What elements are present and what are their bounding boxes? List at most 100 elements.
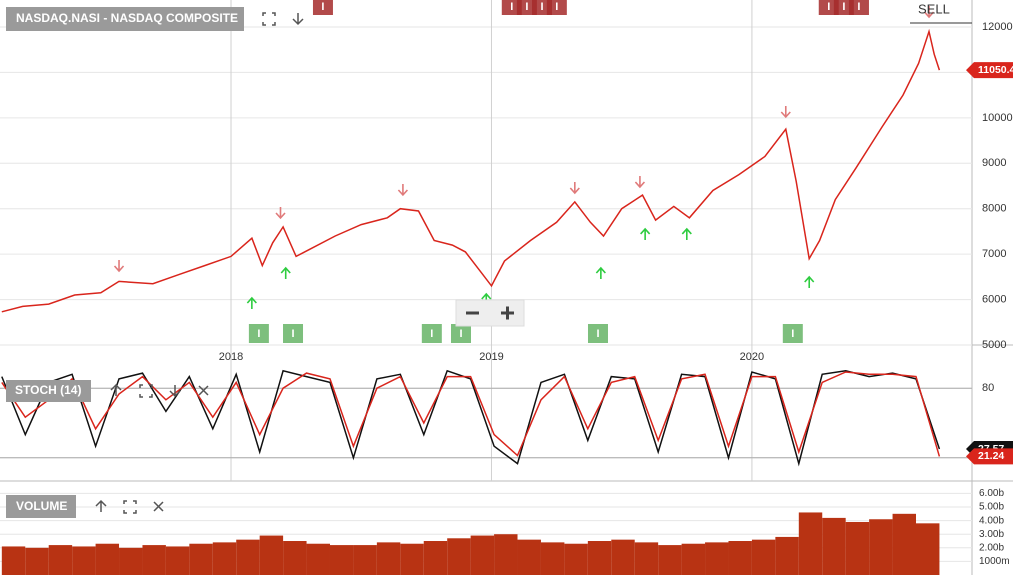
event-label: I bbox=[257, 328, 260, 340]
buy-event bbox=[587, 324, 608, 343]
volume-bar bbox=[306, 543, 330, 575]
fullscreen-icon[interactable] bbox=[123, 500, 137, 514]
volume-bar bbox=[869, 519, 893, 575]
x-tick-label: 2019 bbox=[479, 351, 503, 363]
data-line bbox=[1, 371, 941, 457]
buy-arrow bbox=[681, 227, 692, 240]
sell-event bbox=[848, 0, 869, 15]
volume-bar bbox=[822, 517, 846, 575]
buy-event bbox=[421, 324, 442, 343]
x-tick-label: 2020 bbox=[740, 351, 764, 363]
volume-bar bbox=[728, 541, 752, 575]
volume-bar bbox=[751, 539, 776, 575]
buy-arrow bbox=[595, 266, 606, 279]
sell-event bbox=[312, 0, 333, 15]
volume-bar bbox=[470, 535, 495, 575]
volume-title-box bbox=[6, 495, 76, 518]
volume-bar bbox=[611, 539, 635, 575]
fullscreen-icon[interactable] bbox=[139, 384, 153, 398]
volume-bar bbox=[775, 536, 799, 575]
overlay-layer: NASDAQ.NASI - NASDAQ COMPOSITE STOCH (14… bbox=[6, 1, 1013, 567]
value-tag-label: 21.24 bbox=[978, 450, 1004, 462]
y-tick-label: 4.00b bbox=[979, 515, 1004, 526]
close-icon[interactable] bbox=[153, 501, 164, 512]
event-label: I bbox=[321, 1, 324, 13]
buy-arrow bbox=[640, 227, 651, 240]
event-label: I bbox=[827, 1, 830, 13]
y-tick-label: 8000 bbox=[982, 203, 1006, 215]
volume-bar bbox=[236, 539, 260, 575]
volume-bar bbox=[798, 512, 823, 575]
volume-bar bbox=[540, 542, 565, 575]
y-tick-label: 9000 bbox=[982, 157, 1006, 169]
volume-bar bbox=[845, 521, 870, 575]
event-label: I bbox=[525, 1, 528, 13]
volume-bar bbox=[189, 543, 213, 575]
volume-bar bbox=[587, 541, 612, 575]
volume-bar bbox=[916, 523, 940, 575]
sell-event bbox=[546, 0, 567, 15]
volume-bar bbox=[95, 543, 120, 575]
sell-event bbox=[818, 0, 839, 15]
event-label: I bbox=[510, 1, 513, 13]
volume-bar bbox=[1, 546, 26, 575]
value-tag bbox=[966, 62, 1013, 79]
chart-title: NASDAQ.NASI - NASDAQ COMPOSITE bbox=[16, 11, 238, 25]
data-line bbox=[1, 369, 941, 467]
volume-bar bbox=[142, 545, 166, 575]
buy-arrow bbox=[246, 296, 257, 309]
volume-bar bbox=[48, 545, 73, 575]
volume-bar bbox=[400, 543, 424, 575]
volume-bar bbox=[447, 538, 471, 575]
y-tick-label: 80 bbox=[982, 382, 994, 394]
volume-bar bbox=[283, 541, 307, 575]
sell-event bbox=[833, 0, 854, 15]
event-label: I bbox=[857, 1, 860, 13]
y-tick-label: 6000 bbox=[982, 293, 1006, 305]
down-icon[interactable] bbox=[169, 385, 181, 398]
volume-bar bbox=[72, 546, 96, 575]
up-icon[interactable] bbox=[95, 499, 107, 512]
close-icon[interactable] bbox=[198, 385, 209, 396]
volume-title: VOLUME bbox=[16, 499, 67, 513]
volume-bar bbox=[705, 542, 729, 575]
event-label: I bbox=[430, 328, 433, 340]
marks-layer bbox=[1, 0, 941, 575]
y-tick-label: 1000m bbox=[979, 556, 1010, 567]
buy-event bbox=[248, 324, 269, 343]
volume-bar bbox=[259, 535, 284, 575]
volume-bar bbox=[25, 547, 49, 575]
y-tick-label: 3.00b bbox=[979, 529, 1004, 540]
title-box bbox=[6, 7, 244, 31]
value-tag-label: 11050.4 bbox=[978, 64, 1013, 76]
data-line bbox=[1, 28, 941, 313]
buy-arrow bbox=[804, 275, 815, 288]
volume-bar bbox=[212, 542, 237, 575]
sell-event bbox=[516, 0, 537, 15]
sell-arrow bbox=[780, 105, 791, 119]
sell-arrow bbox=[113, 259, 125, 273]
sell-event bbox=[501, 0, 522, 15]
volume-bar bbox=[517, 539, 541, 575]
sell-arrow bbox=[397, 183, 409, 197]
volume-bar bbox=[423, 541, 448, 575]
event-label: I bbox=[459, 328, 462, 340]
volume-bar bbox=[892, 513, 917, 575]
event-label: I bbox=[291, 328, 294, 340]
buy-event bbox=[450, 324, 471, 343]
up-icon[interactable] bbox=[110, 383, 122, 396]
event-label: I bbox=[596, 328, 599, 340]
down-icon[interactable] bbox=[292, 13, 304, 26]
stoch-title-box bbox=[6, 380, 91, 402]
x-tick-label: 2018 bbox=[219, 351, 243, 363]
fullscreen-icon[interactable] bbox=[262, 12, 276, 26]
event-label: I bbox=[791, 328, 794, 340]
zoom-in-button[interactable] bbox=[501, 306, 514, 320]
y-tick-label: 6.00b bbox=[979, 488, 1004, 499]
volume-bar bbox=[634, 542, 659, 575]
sell-arrow bbox=[923, 5, 935, 19]
buy-event bbox=[283, 324, 304, 343]
